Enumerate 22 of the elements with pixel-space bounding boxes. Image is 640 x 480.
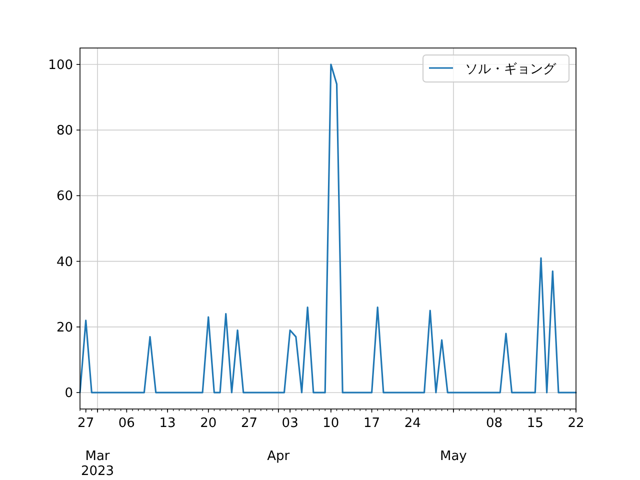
xtick: 10 [322, 416, 340, 431]
ytick: 20 [56, 320, 73, 336]
xtick: 17 [364, 416, 380, 431]
ytick: 60 [56, 189, 73, 204]
xtick: 27 [78, 416, 94, 431]
xtick: 27 [240, 416, 258, 431]
xtick: 06 [118, 416, 135, 431]
annotation: Apr [267, 449, 290, 464]
legend-label: ソル・ギョング [465, 62, 556, 77]
annotation: May [440, 449, 467, 464]
xtick: 13 [159, 416, 176, 431]
xtick: 22 [568, 416, 584, 431]
xtick: 08 [486, 416, 503, 431]
ytick: 100 [48, 58, 73, 73]
xtick: 20 [200, 416, 217, 431]
annotation: Mar 2023 [80, 449, 114, 479]
xtick: 24 [404, 416, 421, 431]
ytick: 40 [56, 254, 73, 270]
ytick: 0 [64, 386, 73, 402]
xtick: 03 [282, 416, 298, 431]
xtick: 15 [526, 416, 544, 431]
ytick: 80 [56, 124, 73, 139]
